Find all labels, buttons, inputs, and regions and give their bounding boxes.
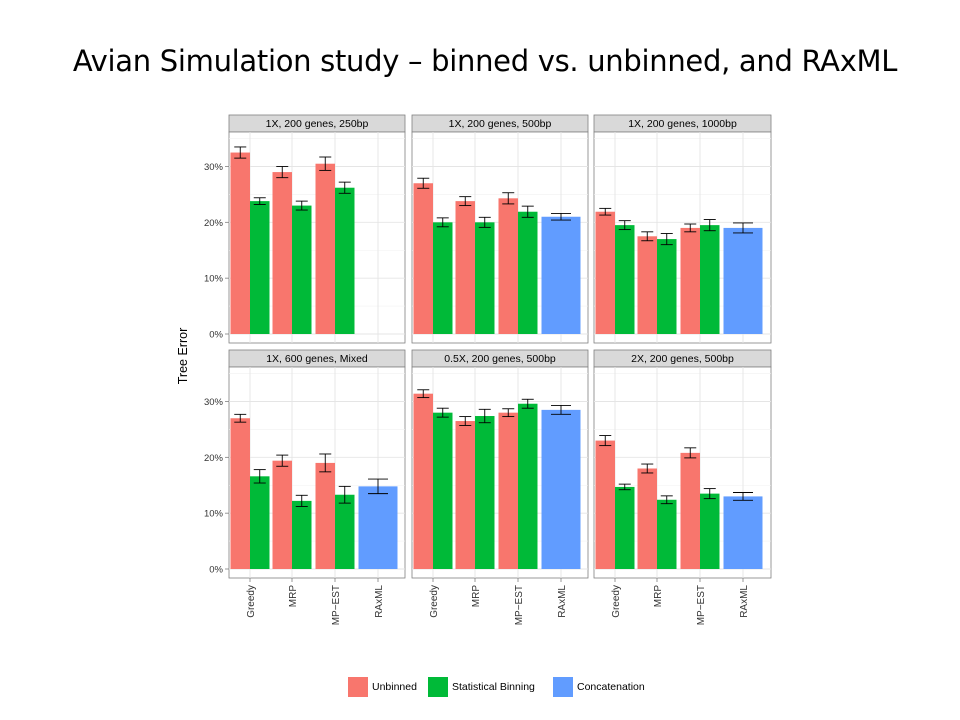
bar-0-5x-200-genes-500bp-greedy-unbinned [413,393,433,569]
bar-0-5x-200-genes-500bp-greedy-statistical-binning [433,412,453,569]
y-tick-label-1x-200-genes-250bp-3: 30% [204,162,224,173]
bar-2x-200-genes-500bp-mrp-statistical-binning [657,499,677,569]
bar-1x-200-genes-1000bp-mrp-statistical-binning [657,239,677,334]
x-tick-label-2x-200-genes-500bp-greedy: Greedy [611,585,622,618]
bar-1x-200-genes-1000bp-mrp-unbinned [637,236,657,334]
bar-1x-200-genes-500bp-mrp-statistical-binning [475,222,495,334]
bar-1x-200-genes-500bp-mrp-unbinned [455,201,475,334]
y-tick-label-1x-200-genes-250bp-1: 10% [204,274,224,285]
y-tick-label-1x-600-genes-mixed-2: 20% [204,453,224,464]
bar-1x-200-genes-500bp-mp-est-statistical-binning [518,211,538,334]
bar-0-5x-200-genes-500bp-mrp-statistical-binning [475,416,495,569]
bar-0-5x-200-genes-500bp-raxml-concatenation [541,409,581,569]
bar-2x-200-genes-500bp-raxml-concatenation [723,496,763,569]
bar-1x-600-genes-mixed-raxml-concatenation [358,486,398,569]
y-tick-label-1x-600-genes-mixed-0: 0% [209,565,223,576]
y-axis-title: Tree Error [176,328,190,385]
bar-1x-200-genes-500bp-raxml-concatenation [541,216,581,334]
x-tick-label-1x-600-genes-mixed-raxml: RAxML [374,585,385,618]
panel-title-1x-200-genes-1000bp: 1X, 200 genes, 1000bp [628,118,737,130]
bar-1x-200-genes-1000bp-mp-est-unbinned [680,227,700,334]
bar-1x-600-genes-mixed-mrp-unbinned [272,460,292,569]
bar-2x-200-genes-500bp-mp-est-statistical-binning [700,493,720,569]
x-tick-label-1x-600-genes-mixed-mp-est: MP−EST [331,585,342,625]
panel-title-0-5x-200-genes-500bp: 0.5X, 200 genes, 500bp [444,353,556,365]
bar-1x-600-genes-mixed-mp-est-statistical-binning [335,494,355,569]
legend-key-concatenation [552,676,574,698]
bar-2x-200-genes-500bp-greedy-statistical-binning [615,486,635,569]
x-tick-label-0-5x-200-genes-500bp-mrp: MRP [471,585,482,608]
bar-1x-600-genes-mixed-mrp-statistical-binning [292,500,312,569]
bar-0-5x-200-genes-500bp-mp-est-statistical-binning [518,403,538,569]
legend-key-unbinned [347,676,369,698]
bar-2x-200-genes-500bp-mp-est-unbinned [680,452,700,569]
legend-key-statistical-binning [427,676,449,698]
x-tick-label-2x-200-genes-500bp-mrp: MRP [653,585,664,608]
bar-1x-200-genes-500bp-mp-est-unbinned [498,198,518,334]
y-tick-label-1x-600-genes-mixed-1: 10% [204,509,224,520]
bar-1x-200-genes-250bp-mrp-unbinned [272,172,292,334]
bar-2x-200-genes-500bp-mrp-unbinned [637,468,657,569]
x-tick-label-1x-600-genes-mixed-mrp: MRP [288,585,299,608]
panel-title-1x-600-genes-mixed: 1X, 600 genes, Mixed [266,353,368,365]
bar-1x-200-genes-500bp-greedy-statistical-binning [433,222,453,334]
bar-1x-200-genes-500bp-greedy-unbinned [413,183,433,334]
x-tick-label-0-5x-200-genes-500bp-mp-est: MP−EST [514,585,525,625]
x-tick-label-2x-200-genes-500bp-raxml: RAxML [739,585,750,618]
slide-title: Avian Simulation study – binned vs. unbi… [72,44,898,78]
bar-1x-600-genes-mixed-greedy-unbinned [230,418,250,569]
bar-2x-200-genes-500bp-greedy-unbinned [595,440,615,569]
bar-1x-200-genes-1000bp-raxml-concatenation [723,227,763,334]
bar-0-5x-200-genes-500bp-mp-est-unbinned [498,412,518,569]
bar-1x-200-genes-250bp-mrp-statistical-binning [292,205,312,334]
x-tick-label-0-5x-200-genes-500bp-greedy: Greedy [429,585,440,618]
y-tick-label-1x-200-genes-250bp-0: 0% [209,330,223,341]
bar-1x-600-genes-mixed-greedy-statistical-binning [250,476,270,569]
x-tick-label-1x-600-genes-mixed-greedy: Greedy [246,585,257,618]
bar-1x-200-genes-250bp-mp-est-unbinned [315,163,335,334]
bar-1x-600-genes-mixed-mp-est-unbinned [315,462,335,569]
y-tick-label-1x-200-genes-250bp-2: 20% [204,218,224,229]
x-tick-label-0-5x-200-genes-500bp-raxml: RAxML [557,585,568,618]
bar-1x-200-genes-250bp-greedy-unbinned [230,152,250,334]
bar-1x-200-genes-1000bp-mp-est-statistical-binning [700,225,720,334]
y-tick-label-1x-600-genes-mixed-3: 30% [204,397,224,408]
bar-1x-200-genes-1000bp-greedy-unbinned [595,211,615,334]
bar-1x-200-genes-250bp-greedy-statistical-binning [250,201,270,334]
panel-title-2x-200-genes-500bp: 2X, 200 genes, 500bp [631,353,734,365]
legend-label-statistical-binning: Statistical Binning [452,681,535,693]
bar-1x-200-genes-250bp-mp-est-statistical-binning [335,187,355,334]
legend-label-unbinned: Unbinned [372,681,417,693]
panel-title-1x-200-genes-500bp: 1X, 200 genes, 500bp [449,118,552,130]
panel-title-1x-200-genes-250bp: 1X, 200 genes, 250bp [266,118,369,130]
bar-1x-200-genes-1000bp-greedy-statistical-binning [615,225,635,334]
legend-label-concatenation: Concatenation [577,681,645,693]
x-tick-label-2x-200-genes-500bp-mp-est: MP−EST [696,585,707,625]
bar-0-5x-200-genes-500bp-mrp-unbinned [455,421,475,569]
